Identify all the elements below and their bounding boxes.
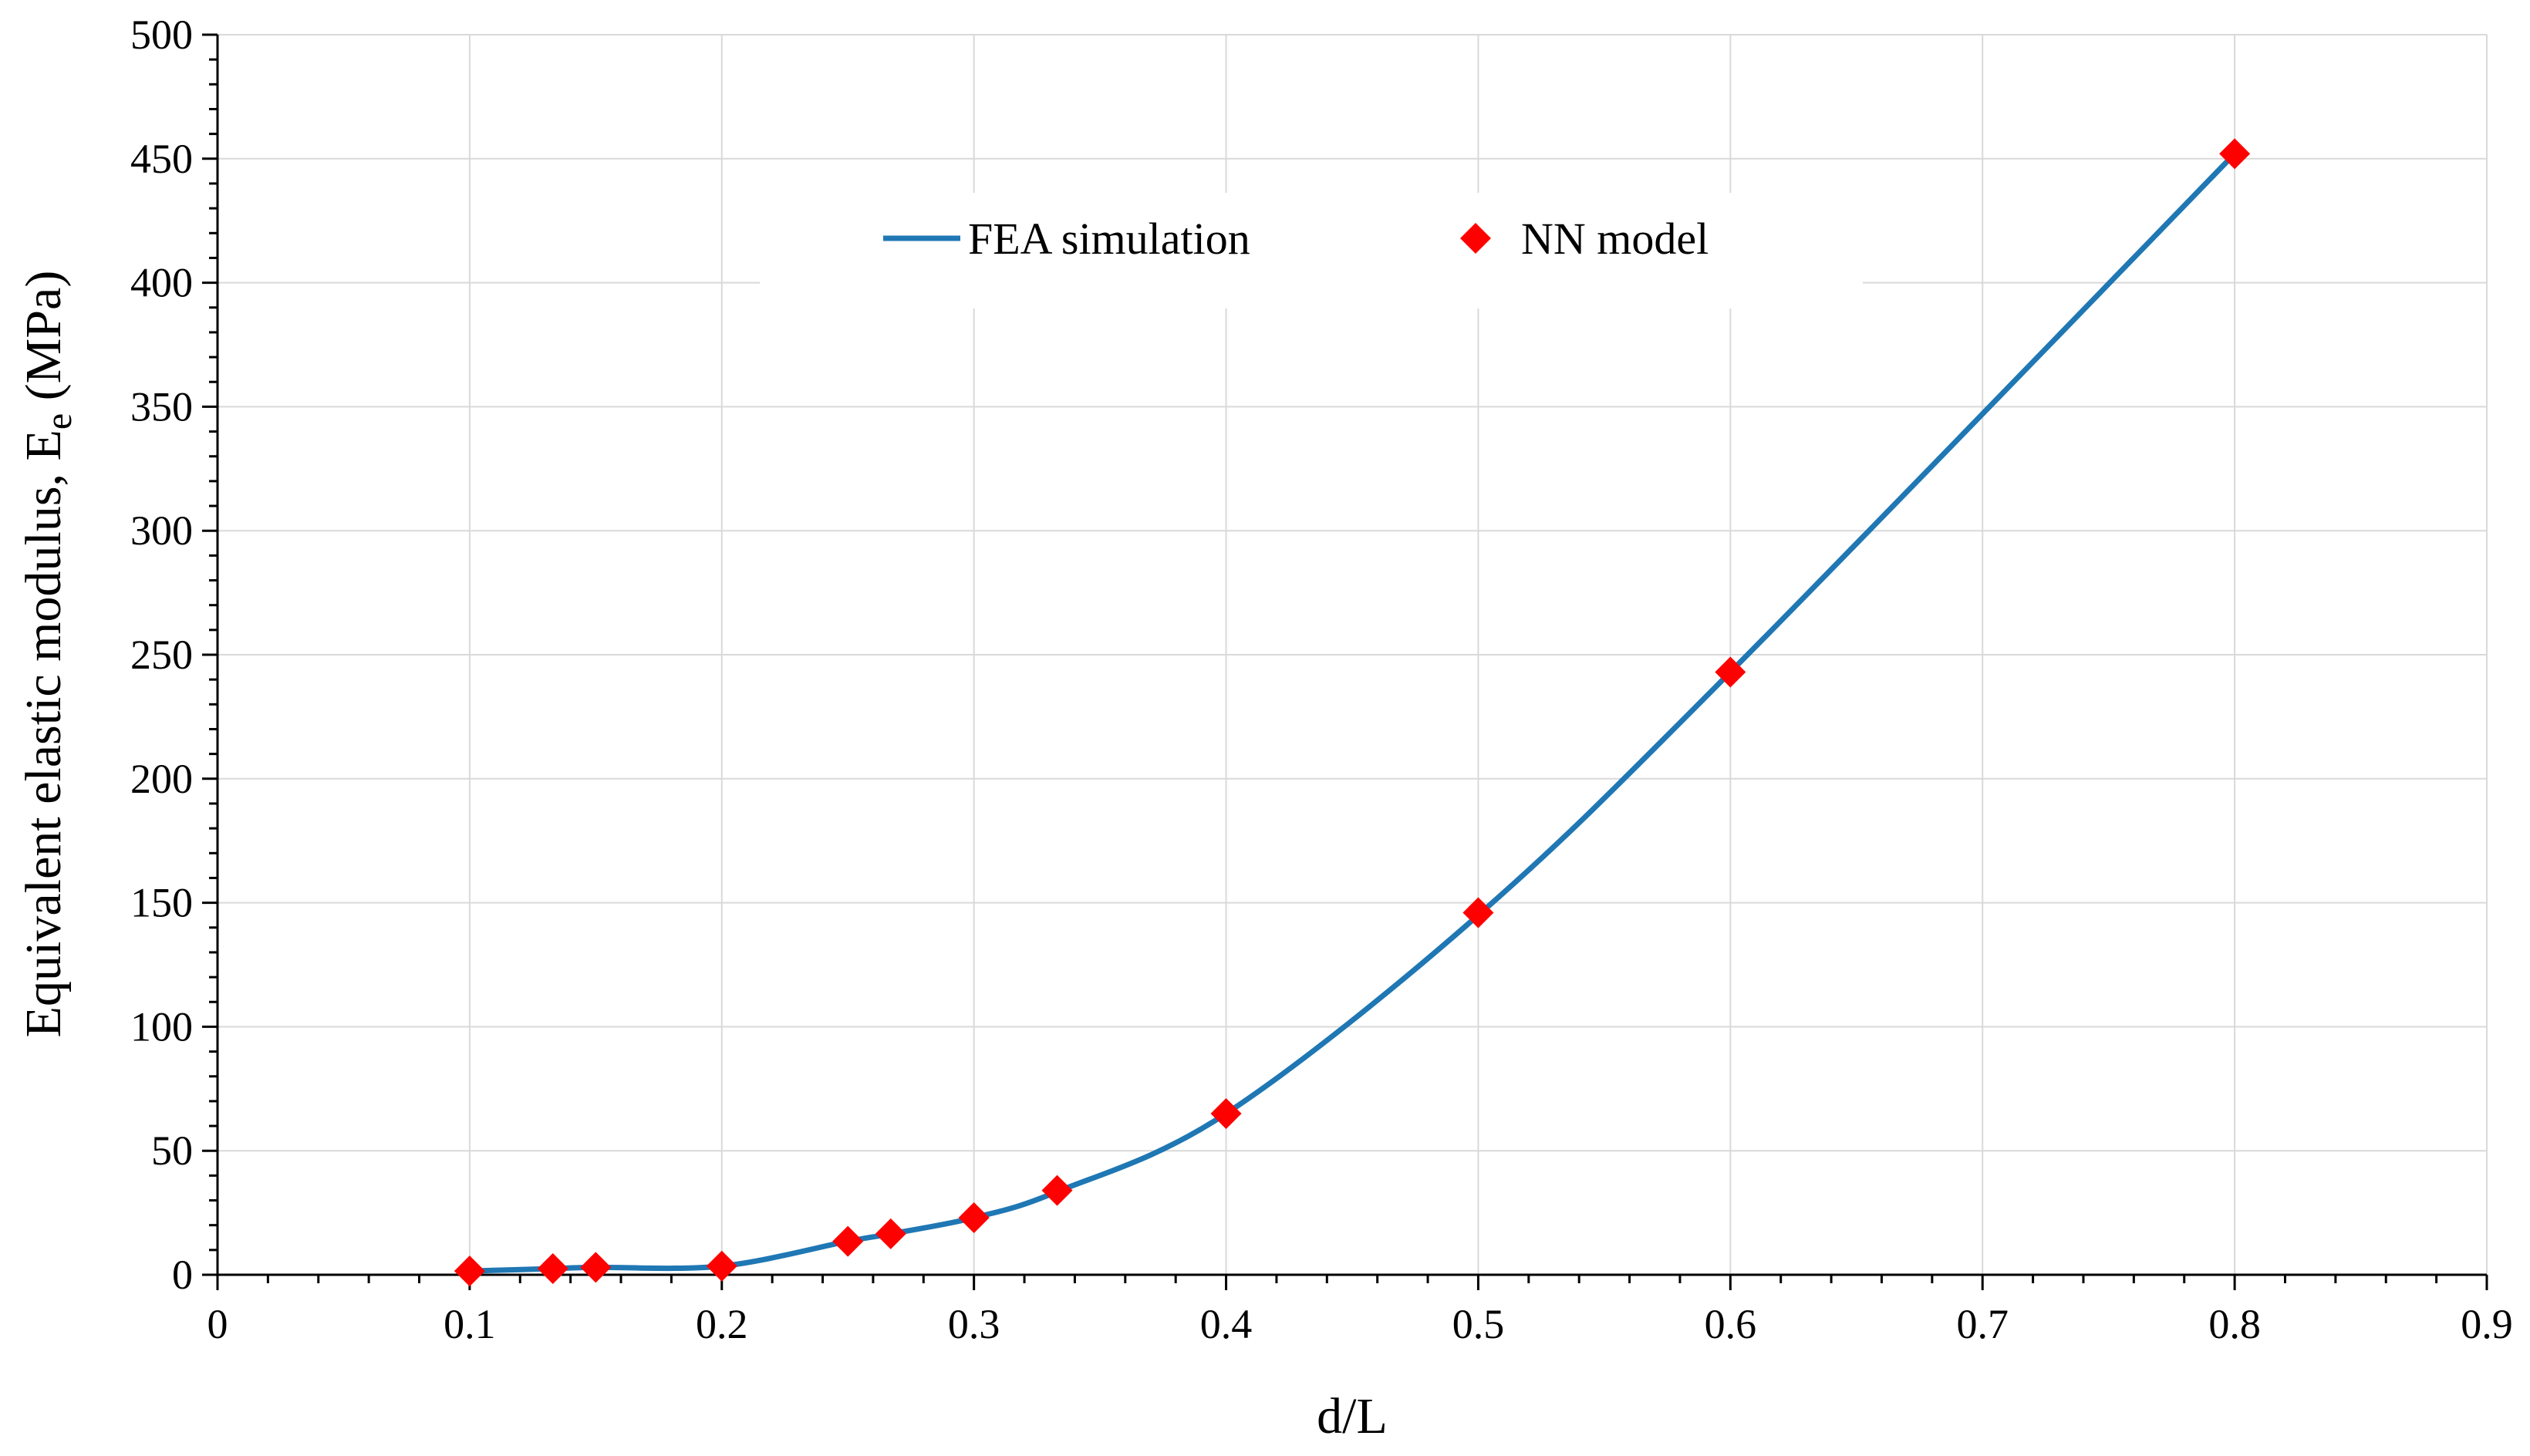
- x-tick-label: 0.9: [2461, 1301, 2513, 1347]
- y-axis-title-main: Equivalent elastic modulus, E: [15, 430, 72, 1037]
- y-axis-title: Equivalent elastic modulus, Ee (MPa): [15, 271, 79, 1038]
- tick-marks: [202, 33, 2488, 1290]
- nn-model-marker: [1210, 1097, 1242, 1129]
- y-tick-label: 50: [151, 1127, 193, 1174]
- legend-label-fea: FEA simulation: [968, 214, 1250, 264]
- y-tick-label: 200: [130, 756, 193, 802]
- nn-model-marker: [875, 1218, 906, 1249]
- x-tick-label: 0.1: [444, 1301, 496, 1347]
- nn-model-marker: [454, 1255, 485, 1287]
- nn-model-marker: [958, 1202, 990, 1234]
- legend-label-nn: NN model: [1521, 214, 1709, 264]
- nn-model-marker: [832, 1225, 864, 1257]
- x-tick-labels: 0 0.1 0.2 0.3 0.4 0.5 0.6 0.7 0.8 0.9: [207, 1301, 2513, 1347]
- legend-background: [760, 193, 1863, 308]
- x-tick-label: 0.5: [1452, 1301, 1505, 1347]
- y-tick-label: 300: [130, 507, 193, 554]
- x-tick-label: 0.4: [1200, 1301, 1253, 1347]
- legend-diamond-swatch: [1460, 223, 1491, 254]
- nn-model-marker: [537, 1252, 568, 1284]
- y-tick-label: 0: [172, 1252, 193, 1298]
- y-axis-title-subscript: e: [39, 413, 79, 430]
- x-tick-label: 0.7: [1956, 1301, 2009, 1347]
- nn-model-marker: [580, 1252, 612, 1283]
- nn-model-series: [454, 138, 2251, 1287]
- x-tick-label: 0.3: [948, 1301, 1000, 1347]
- y-tick-label: 100: [130, 1003, 193, 1050]
- legend: FEA simulation NN model: [760, 193, 1863, 308]
- y-tick-label: 350: [130, 383, 193, 430]
- x-tick-label: 0.8: [2208, 1301, 2261, 1347]
- y-tick-label: 250: [130, 632, 193, 678]
- x-tick-label: 0.6: [1705, 1301, 1757, 1347]
- y-axis-title-suffix: (MPa): [15, 271, 72, 413]
- y-tick-label: 400: [130, 260, 193, 306]
- x-tick-label: 0: [207, 1301, 228, 1347]
- y-tick-label: 500: [130, 12, 193, 58]
- nn-model-marker: [2219, 138, 2251, 170]
- y-tick-label: 150: [130, 880, 193, 926]
- y-tick-labels: 0 50 100 150 200 250 300 350 400 450 500: [130, 12, 193, 1298]
- y-tick-label: 450: [130, 136, 193, 182]
- nn-model-marker: [1715, 656, 1746, 688]
- x-tick-label: 0.2: [696, 1301, 748, 1347]
- nn-model-marker: [1041, 1175, 1073, 1206]
- nn-model-marker: [706, 1250, 737, 1282]
- x-axis-title: d/L: [1317, 1388, 1388, 1444]
- nn-model-marker: [1462, 897, 1494, 929]
